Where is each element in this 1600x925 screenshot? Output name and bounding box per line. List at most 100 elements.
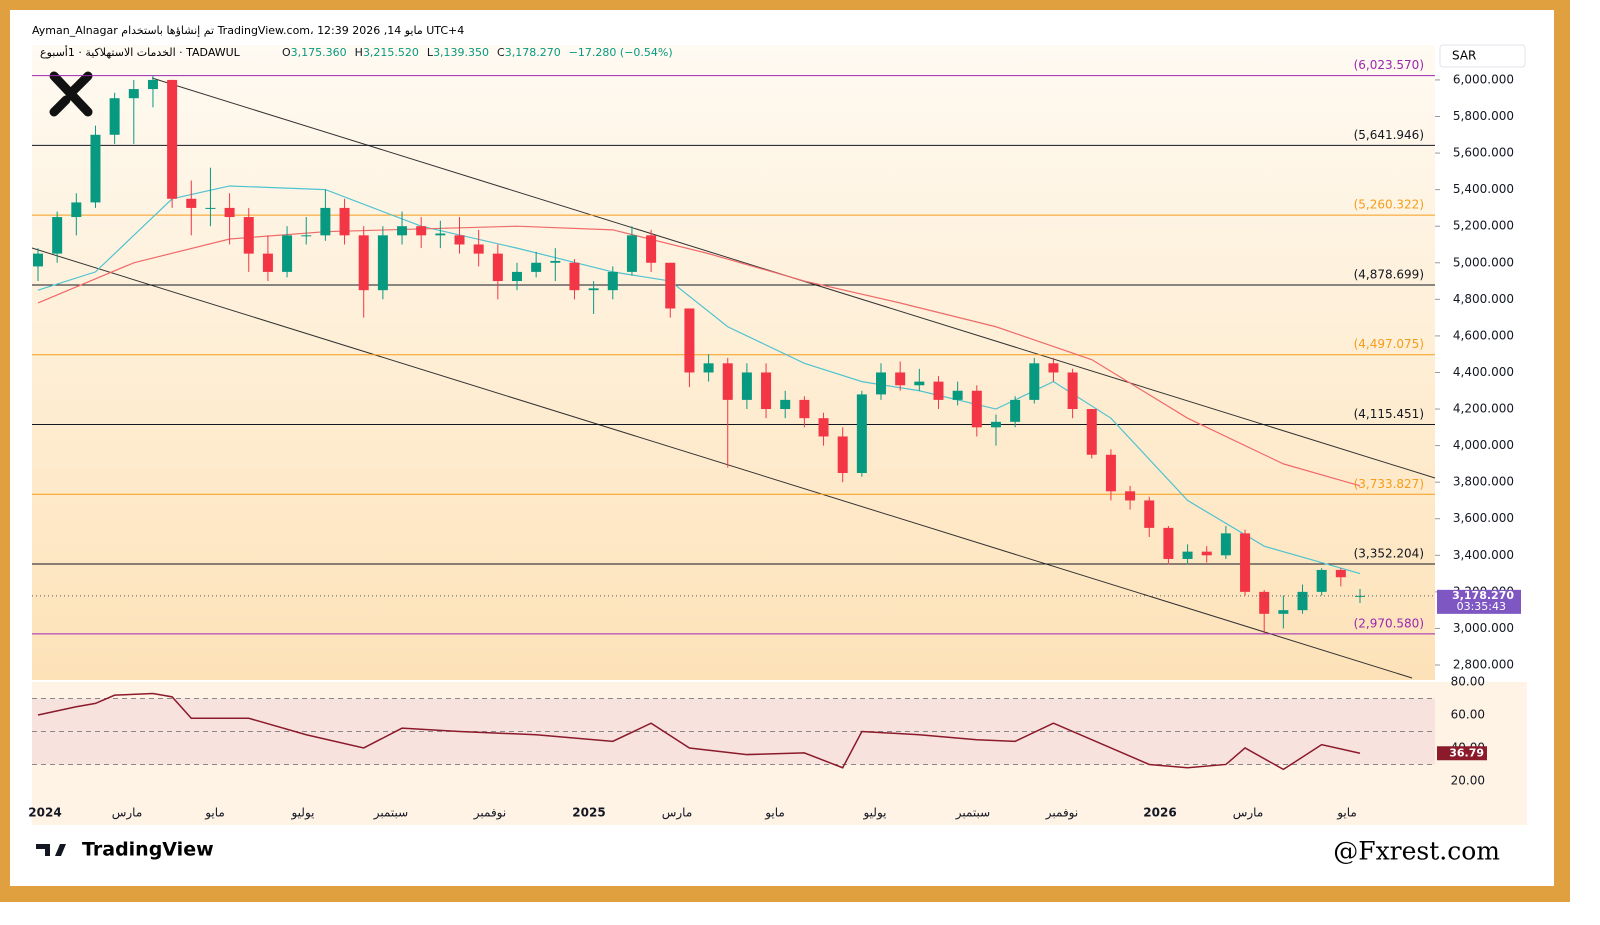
- x-tick-label: مايو: [764, 806, 785, 821]
- x-tick-label: نوفمبر: [1045, 806, 1078, 821]
- candle-body: [511, 271, 522, 282]
- y-tick-label: 3,400.000: [1453, 548, 1514, 562]
- candle-body: [1278, 610, 1289, 614]
- candle-body: [1010, 399, 1021, 422]
- ohlc-value: 3,175.360: [291, 46, 347, 59]
- ohlc-label: C: [497, 46, 505, 59]
- candle-body: [646, 235, 657, 263]
- candle-body: [377, 235, 388, 291]
- candle-body: [128, 89, 139, 99]
- countdown: 03:35:43: [1457, 600, 1506, 613]
- currency: SAR: [1452, 49, 1476, 63]
- level-label: (5,641.946): [1354, 128, 1424, 142]
- candle-body: [262, 253, 273, 272]
- ohlc-value: 3,215.520: [363, 46, 419, 59]
- x-tick-label: مارس: [112, 806, 143, 821]
- candle-body: [435, 233, 446, 236]
- y-tick-label: 4,000.000: [1453, 438, 1514, 452]
- level-label: (3,733.827): [1354, 477, 1424, 491]
- candle-body: [1335, 569, 1346, 578]
- x-tick-label: مايو: [1336, 806, 1357, 821]
- candle-body: [186, 198, 197, 208]
- candle-body: [607, 271, 618, 291]
- y-tick-label: 5,800.000: [1453, 109, 1514, 123]
- candle-body: [492, 253, 503, 282]
- candle-body: [799, 399, 810, 419]
- y-tick-label: 2,800.000: [1453, 658, 1514, 672]
- symbol: الخدمات الاستهلاكية · 1أسبوع · TADAWUL: [40, 45, 241, 59]
- candle-body: [52, 217, 63, 254]
- candle-body: [1086, 409, 1097, 455]
- candle-body: [1144, 500, 1155, 528]
- level-label: (5,260.322): [1354, 198, 1424, 212]
- candle-body: [952, 390, 963, 400]
- x-tick-label: مارس: [662, 806, 693, 821]
- brand: TradingView: [82, 839, 214, 861]
- rsi-last-label: 36.79: [1449, 746, 1484, 759]
- candle-body: [1048, 363, 1059, 373]
- candle-body: [1240, 533, 1251, 592]
- candle-body: [780, 399, 791, 410]
- candle-body: [358, 235, 369, 291]
- candle-body: [90, 134, 101, 203]
- level-label: (2,970.580): [1354, 616, 1424, 630]
- change: −17.280 (−0.54%): [569, 46, 673, 59]
- rsi-tag: [1437, 746, 1487, 761]
- candle-body: [990, 421, 1001, 428]
- candle-body: [818, 418, 829, 437]
- moving-average: [37, 185, 1361, 575]
- candle-body: [1297, 591, 1308, 611]
- level-label: (4,115.451): [1354, 407, 1424, 421]
- ohlc-value: 3,178.270: [505, 46, 561, 59]
- candle-body: [416, 226, 427, 236]
- rsi-line: [37, 692, 1361, 771]
- watermark: @Fxrest.com: [1333, 837, 1500, 866]
- candle-body: [1220, 533, 1231, 556]
- candle-body: [1105, 454, 1116, 492]
- frame: [0, 0, 1570, 902]
- candle-body: [1316, 569, 1327, 592]
- price-pane: [32, 45, 1435, 680]
- candle-body: [971, 390, 982, 428]
- candle-body: [588, 288, 599, 291]
- candle-body: [1201, 551, 1212, 556]
- candle-body: [397, 226, 408, 236]
- level-label: (4,497.075): [1354, 337, 1424, 351]
- ohlc-label: L: [427, 46, 434, 59]
- candle-body: [761, 372, 772, 410]
- header: Ayman_Alnagar تم إنشاؤها باستخدام Tradin…: [32, 24, 464, 37]
- ohlc-label: O: [282, 46, 291, 59]
- candle-body: [147, 79, 158, 90]
- candle-body: [1067, 372, 1078, 410]
- y-tick-label: 5,600.000: [1453, 146, 1514, 160]
- candle-body: [109, 98, 120, 135]
- candle-body: [33, 253, 43, 267]
- x-tick-label: يوليو: [290, 806, 314, 821]
- candle-body: [837, 436, 848, 474]
- x-tick-label: مايو: [204, 806, 225, 821]
- trend-line: [31, 247, 1413, 679]
- last-price-tag: [1437, 589, 1521, 614]
- rsi-tick-label: 80.00: [1451, 674, 1485, 688]
- x-tick-label: سبتمبر: [955, 806, 990, 821]
- candle-body: [1259, 591, 1270, 614]
- logo: [49, 71, 93, 117]
- candle-body: [167, 79, 178, 199]
- candle-body: [741, 372, 752, 400]
- rsi-tick-label: 60.00: [1451, 707, 1485, 721]
- candle-body: [703, 363, 714, 373]
- candle-body: [205, 207, 216, 209]
- y-tick-label: 3,800.000: [1453, 475, 1514, 489]
- x-tick-label: مارس: [1233, 806, 1264, 821]
- candle-body: [454, 235, 465, 245]
- y-tick-label: 4,800.000: [1453, 292, 1514, 306]
- candle-body: [71, 202, 82, 218]
- ohlc: O3,175.360 H3,215.520 L3,139.350 C3,178.270…: [282, 46, 673, 59]
- y-tick-label: 5,000.000: [1453, 255, 1514, 269]
- candle-body: [876, 372, 887, 395]
- candle-body: [1163, 527, 1174, 559]
- candle-body: [722, 363, 733, 400]
- ohlc-label: H: [355, 46, 363, 59]
